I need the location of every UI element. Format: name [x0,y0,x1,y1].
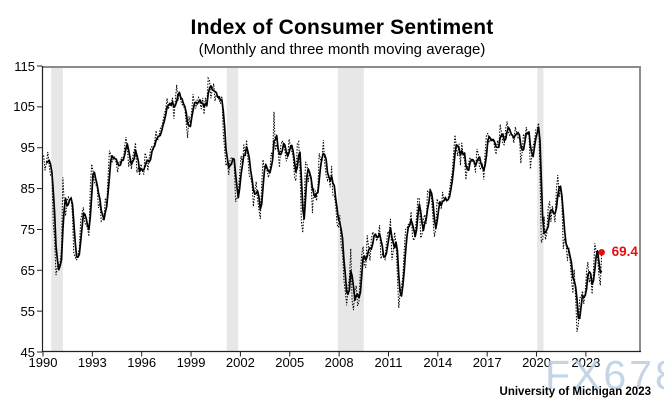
plot-border-top-right [42,66,641,352]
recession-band [51,66,63,352]
x-tick-label: 2014 [423,355,453,370]
y-tick-label: 75 [20,221,35,237]
monthly-line [43,76,603,332]
moving-average-line [45,85,603,320]
x-tick-label: 2023 [571,355,601,370]
y-tick-label: 85 [20,181,35,197]
x-tick-label: 1996 [127,355,157,370]
y-tick-label: 115 [14,58,35,74]
latest-point-dot [598,249,605,256]
source-credit: University of Michigan 2023 [499,386,651,398]
y-tick-label: 45 [20,344,35,360]
latest-value-label: 69.4 [611,244,638,260]
x-tick-label: 1999 [176,355,206,370]
y-tick-label: 105 [13,99,35,115]
x-tick-label: 2005 [275,355,305,370]
x-tick-label: 2017 [472,355,502,370]
x-tick-label: 1990 [28,355,58,370]
y-tick-label: 65 [20,262,35,278]
y-tick-label: 55 [20,303,35,319]
recession-band [337,66,364,352]
x-tick-label: 1993 [77,355,107,370]
plot-border-axes [41,66,641,353]
x-tick-label: 2011 [374,355,403,370]
y-tick-label: 95 [20,140,35,156]
chart-subtitle: (Monthly and three month moving average) [198,41,486,58]
recession-band [226,66,239,352]
x-tick-label: 2008 [324,355,354,370]
chart-title: Index of Consumer Sentiment [190,16,494,39]
x-tick-label: 2020 [522,355,551,370]
x-tick-label: 2002 [225,355,255,370]
